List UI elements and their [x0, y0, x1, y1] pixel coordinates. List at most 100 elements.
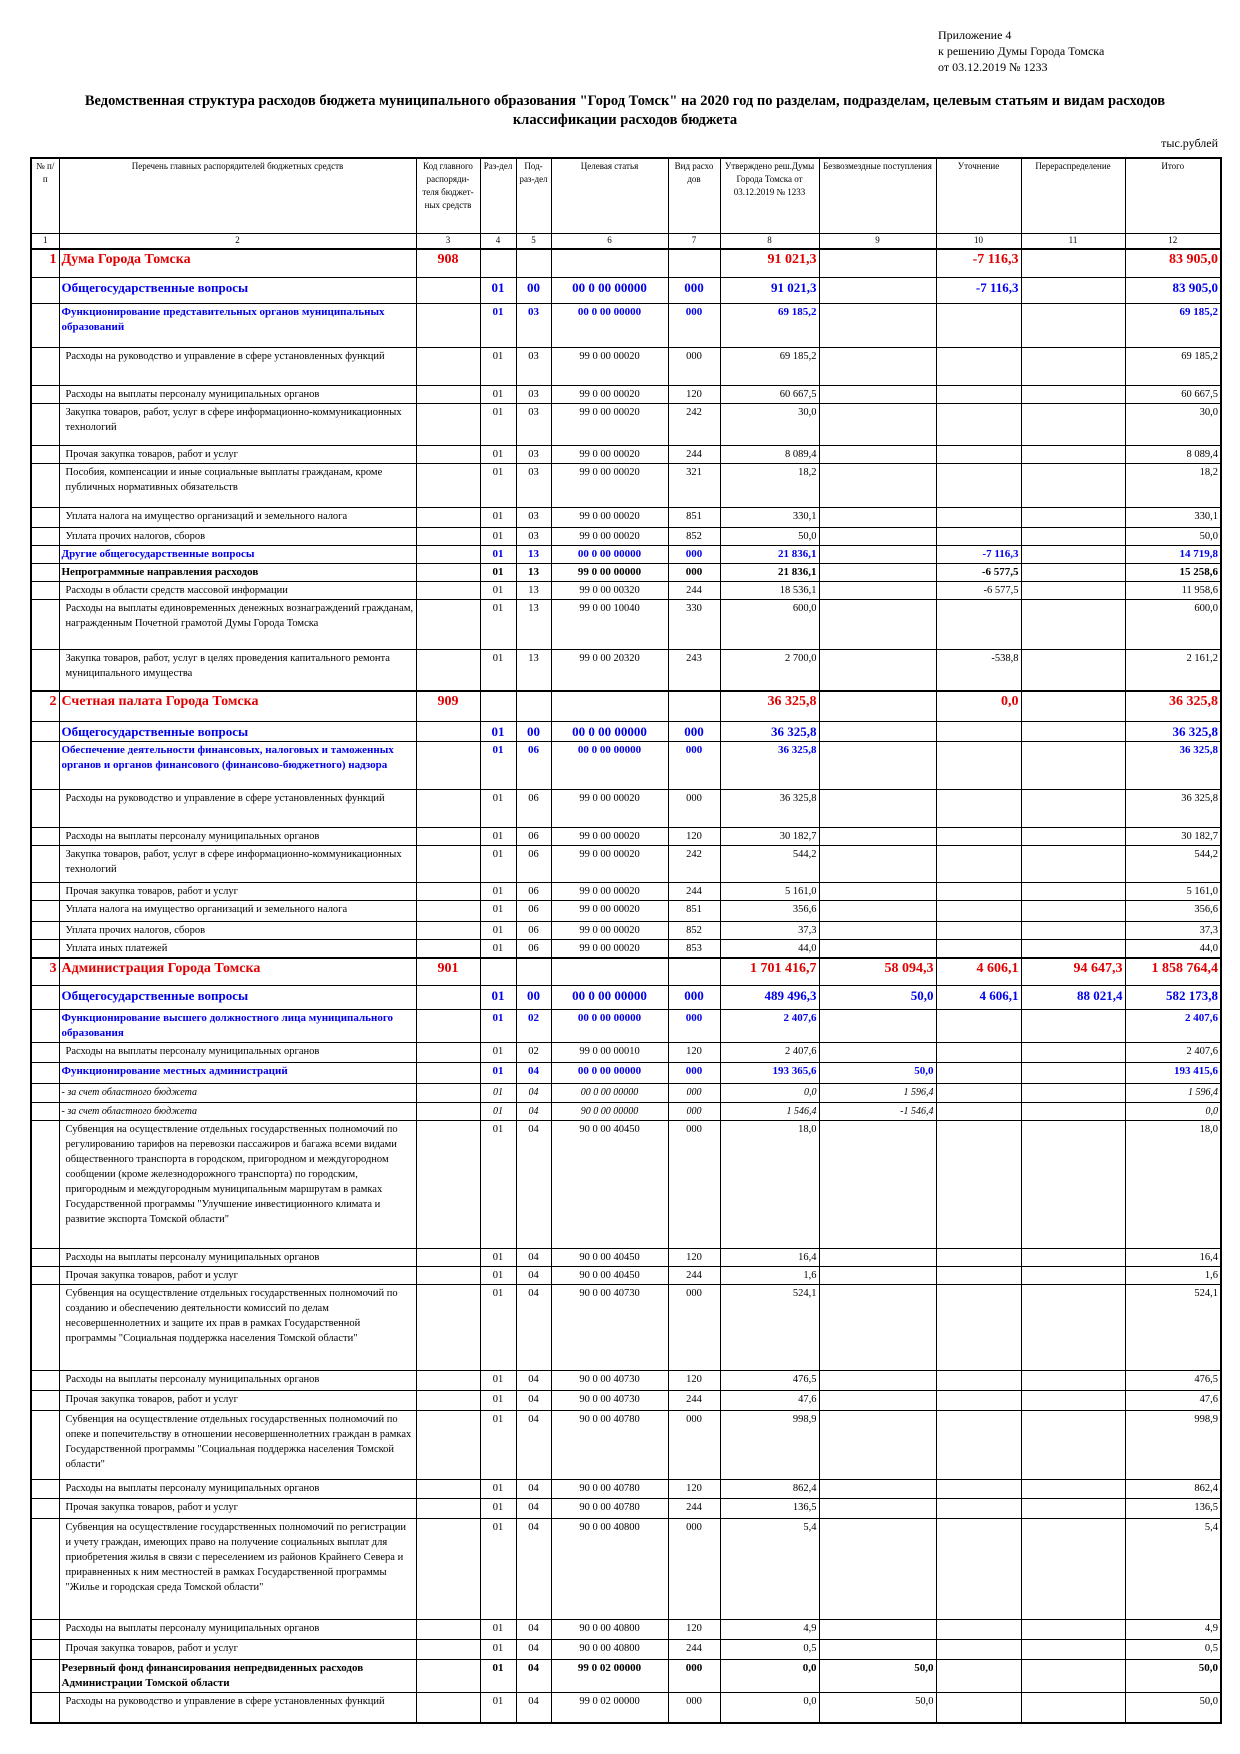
cell-adjustment	[935, 1390, 1022, 1411]
cell-grants	[818, 1284, 937, 1371]
header-target-article: Целевая статья	[550, 157, 669, 234]
cell-name: - за счет областного бюджета	[58, 1083, 417, 1103]
cell-redistribution	[1020, 302, 1126, 348]
cell-grants	[818, 384, 937, 404]
cell-gr-code	[415, 740, 481, 790]
column-number: 10	[935, 233, 1022, 250]
cell-target-article: 90 0 00 40450	[550, 1266, 669, 1285]
cell-target-article: 00 0 00 00000	[550, 985, 669, 1010]
cell-target-article: 90 0 00 40450	[550, 1248, 669, 1267]
cell-name: Функционирование представительных органо…	[58, 302, 417, 348]
table-row: Закупка товаров, работ, услуг в сфере ин…	[30, 844, 1222, 883]
cell-redistribution	[1020, 1692, 1126, 1723]
cell-approved: 998,9	[719, 1410, 820, 1480]
cell-adjustment	[935, 1083, 1022, 1103]
cell-adjustment	[935, 1410, 1022, 1480]
cell-approved: 21 836,1	[719, 544, 820, 564]
cell-adjustment	[935, 1284, 1022, 1371]
cell-adjustment: -7 116,3	[935, 544, 1022, 564]
cell-expense-type: 244	[667, 580, 721, 600]
cell-total: 1 596,4	[1124, 1083, 1222, 1103]
cell-target-article: 00 0 00 00000	[550, 740, 669, 790]
cell-expense-type: 000	[667, 1284, 721, 1371]
cell-expense-type: 851	[667, 506, 721, 528]
column-number: 3	[415, 233, 481, 250]
cell-name: Обеспечение деятельности финансовых, нал…	[58, 740, 417, 790]
cell-section: 01	[479, 844, 517, 883]
cell-section: 01	[479, 938, 517, 958]
cell-total: 37,3	[1124, 920, 1222, 940]
cell-adjustment: -6 577,5	[935, 580, 1022, 600]
cell-row-number	[30, 384, 60, 404]
cell-target-article: 99 0 00 00000	[550, 562, 669, 582]
cell-target-article: 99 0 02 00000	[550, 1692, 669, 1723]
cell-subsection: 04	[515, 1659, 552, 1693]
table-row: Расходы в области средств массовой инфор…	[30, 580, 1222, 600]
cell-row-number	[30, 1639, 60, 1660]
cell-section: 01	[479, 402, 517, 446]
cell-grants	[818, 844, 937, 883]
cell-grants	[818, 690, 937, 722]
cell-section: 01	[479, 740, 517, 790]
cell-gr-code	[415, 881, 481, 901]
cell-target-article: 99 0 00 00320	[550, 580, 669, 600]
cell-section: 01	[479, 1248, 517, 1267]
cell-subsection	[515, 248, 552, 278]
cell-name: Непрограммные направления расходов	[58, 562, 417, 582]
cell-redistribution	[1020, 276, 1126, 304]
cell-subsection: 04	[515, 1619, 552, 1640]
table-row: Расходы на выплаты персоналу муниципальн…	[30, 1479, 1222, 1499]
cell-name: Пособия, компенсации и иные социальные в…	[58, 462, 417, 508]
cell-target-article: 99 0 00 00020	[550, 462, 669, 508]
cell-name: Субвенция на осуществление государственн…	[58, 1518, 417, 1620]
cell-grants	[818, 1639, 937, 1660]
header-gr-code: Код главного распоряди-теля бюджет-ных с…	[415, 157, 481, 234]
cell-gr-code	[415, 1009, 481, 1043]
cell-total: 36 325,8	[1124, 788, 1222, 828]
cell-subsection: 06	[515, 788, 552, 828]
table-row: Функционирование высшего должностного ли…	[30, 1009, 1222, 1043]
cell-redistribution	[1020, 720, 1126, 742]
cell-expense-type: 851	[667, 899, 721, 922]
table-row: Субвенция на осуществление отдельных гос…	[30, 1410, 1222, 1480]
cell-name: Прочая закупка товаров, работ и услуг	[58, 1498, 417, 1519]
cell-section: 01	[479, 598, 517, 650]
cell-approved: 489 496,3	[719, 985, 820, 1010]
cell-target-article: 90 0 00 40800	[550, 1518, 669, 1620]
header-row: № п/п Перечень главных распорядителей бюд…	[30, 157, 1222, 234]
cell-expense-type: 000	[667, 562, 721, 582]
cell-redistribution	[1020, 1009, 1126, 1043]
cell-redistribution	[1020, 444, 1126, 464]
cell-gr-code	[415, 1639, 481, 1660]
cell-total: 862,4	[1124, 1479, 1222, 1499]
cell-total: 476,5	[1124, 1370, 1222, 1391]
cell-total: 5 161,0	[1124, 881, 1222, 901]
table-row: Уплата прочих налогов, сборов 01 06 99 0 00…	[30, 920, 1222, 940]
cell-total: 330,1	[1124, 506, 1222, 528]
cell-section: 01	[479, 881, 517, 901]
cell-redistribution	[1020, 740, 1126, 790]
cell-subsection	[515, 690, 552, 722]
cell-subsection: 03	[515, 526, 552, 546]
cell-gr-code	[415, 462, 481, 508]
cell-redistribution	[1020, 1639, 1126, 1660]
cell-total: 1 858 764,4	[1124, 956, 1222, 986]
cell-row-number	[30, 1498, 60, 1519]
cell-grants	[818, 740, 937, 790]
cell-name: Функционирование местных администраций	[58, 1062, 417, 1084]
cell-row-number	[30, 1009, 60, 1043]
cell-target-article: 90 0 00 40780	[550, 1498, 669, 1519]
cell-expense-type: 120	[667, 1248, 721, 1267]
cell-gr-code	[415, 1479, 481, 1499]
cell-grants	[818, 1390, 937, 1411]
cell-approved: 36 325,8	[719, 740, 820, 790]
cell-grants: 50,0	[818, 1659, 937, 1693]
cell-row-number: 2	[30, 690, 60, 722]
table-row: Другие общегосударственные вопросы 01 13 00…	[30, 544, 1222, 564]
cell-approved: 0,0	[719, 1692, 820, 1723]
cell-approved: 60 667,5	[719, 384, 820, 404]
cell-target-article: 00 0 00 00000	[550, 1062, 669, 1084]
cell-target-article: 99 0 00 00020	[550, 506, 669, 528]
cell-row-number	[30, 402, 60, 446]
cell-expense-type: 120	[667, 1042, 721, 1063]
